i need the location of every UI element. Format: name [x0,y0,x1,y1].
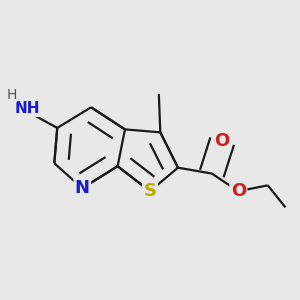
Text: O: O [231,182,246,200]
Text: H: H [6,88,17,102]
Text: S: S [143,182,157,200]
Text: O: O [214,132,230,150]
Text: N: N [75,179,90,197]
Text: NH: NH [15,101,40,116]
